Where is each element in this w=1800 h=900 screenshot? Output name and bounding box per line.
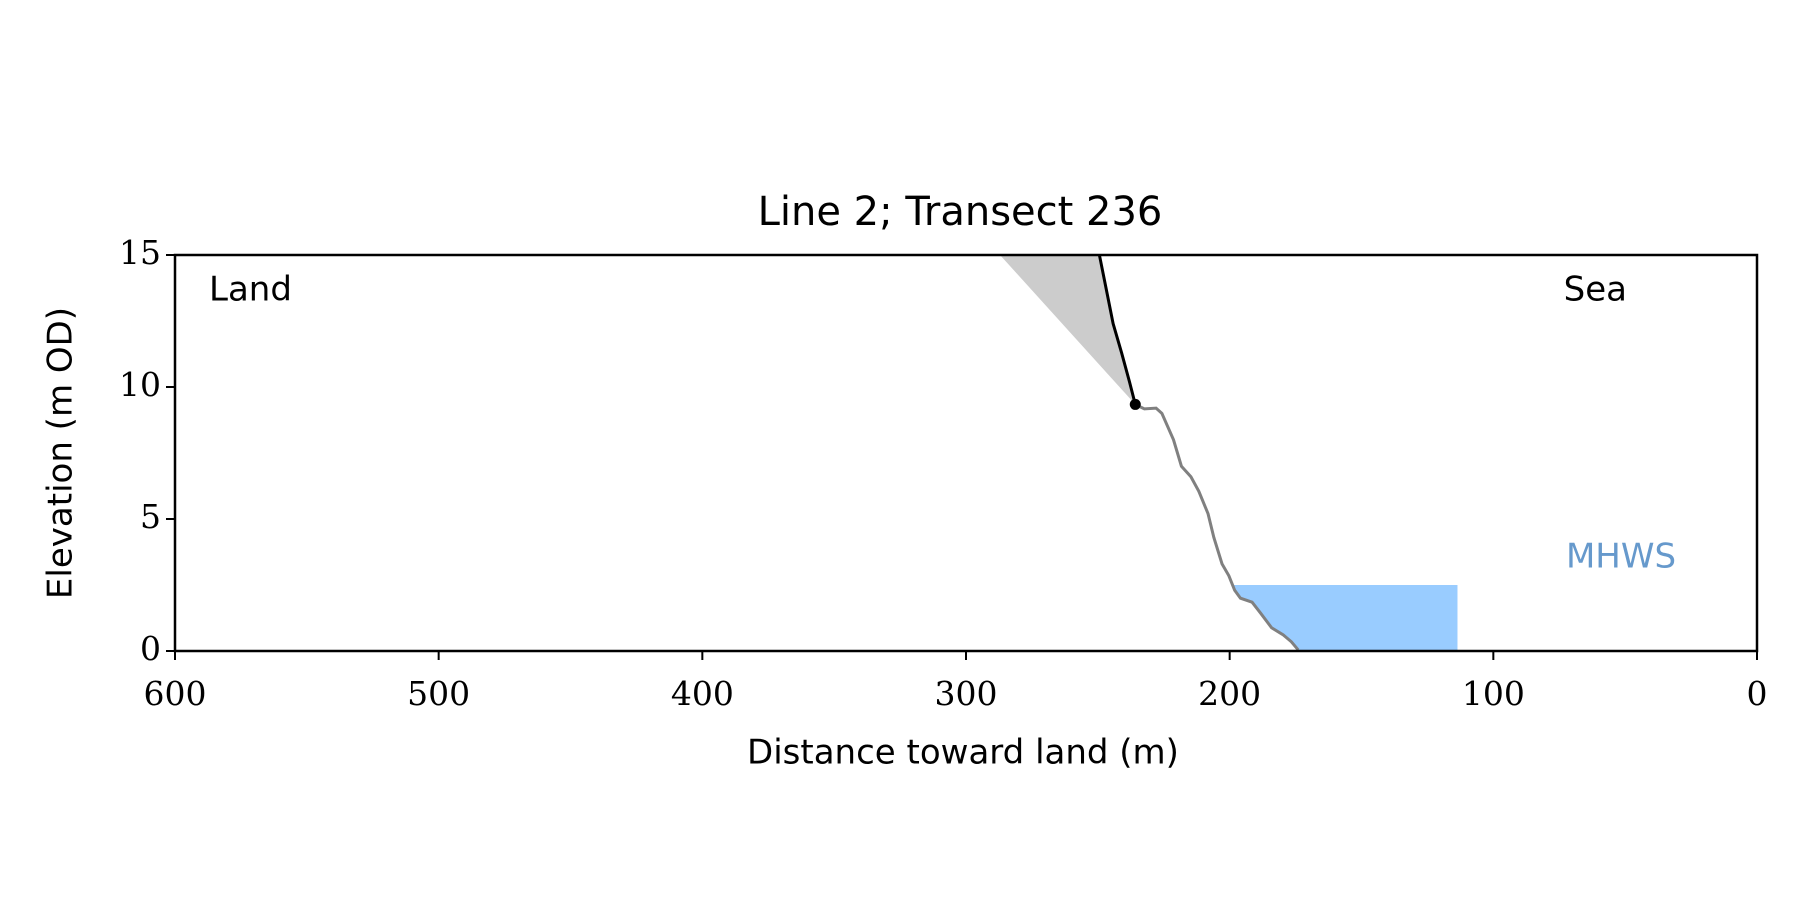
- x-tick-label: 400: [671, 674, 734, 713]
- sea-label: Sea: [1564, 270, 1627, 310]
- profile-line: [1134, 403, 1300, 651]
- mhws-fill: [1232, 585, 1458, 651]
- plot-frame: [173, 253, 1759, 653]
- cliff-top-point: [1129, 398, 1141, 410]
- y-axis-label: Elevation (m OD): [41, 307, 81, 599]
- x-tick-label: 600: [144, 674, 207, 713]
- x-tick-label: 100: [1462, 674, 1525, 713]
- land-label: Land: [209, 270, 292, 310]
- x-tick-label: 300: [935, 674, 998, 713]
- x-tick-label: 0: [1747, 674, 1768, 713]
- y-tick-label: 5: [140, 497, 161, 536]
- y-tick-label: 15: [119, 233, 161, 272]
- y-tick-label: 0: [140, 629, 161, 668]
- profile-line: [1097, 254, 1137, 405]
- chart-title: Line 2; Transect 236: [758, 189, 1163, 235]
- x-tick-label: 500: [407, 674, 470, 713]
- y-tick-label: 10: [119, 365, 161, 404]
- shaded-region: [1000, 255, 1136, 405]
- x-tick-label: 200: [1198, 674, 1261, 713]
- mhws-label: MHWS: [1566, 537, 1676, 577]
- x-axis-label: Distance toward land (m): [747, 733, 1179, 773]
